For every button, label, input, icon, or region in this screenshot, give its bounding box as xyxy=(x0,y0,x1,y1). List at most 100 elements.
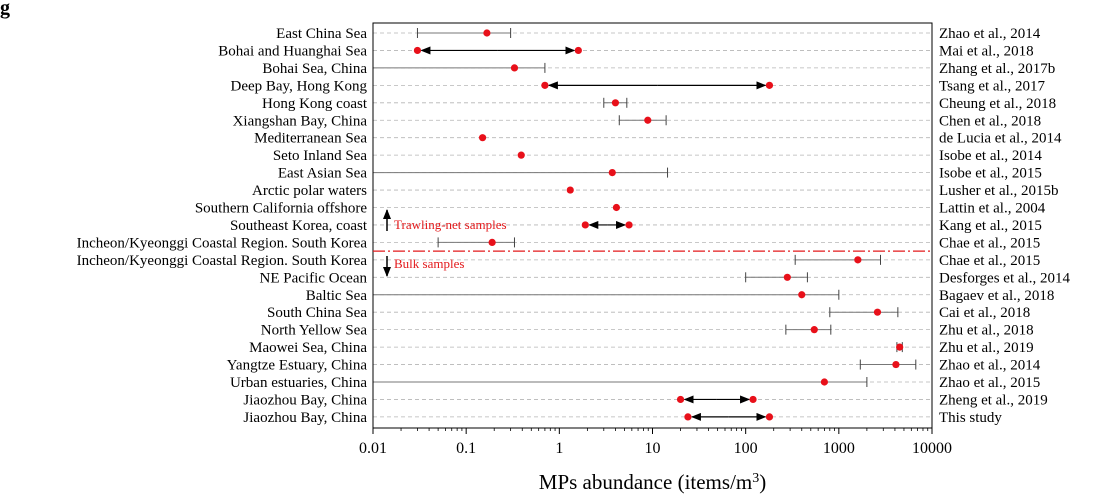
x-tick-label: 10000 xyxy=(912,440,952,457)
data-point xyxy=(676,395,685,404)
row-21: Urban estuaries, China Zhao et al., 2015 xyxy=(230,375,1040,391)
region-label: Southeast Korea, coast xyxy=(230,218,368,234)
annotations: Trawling-net samples Bulk samples xyxy=(383,209,507,277)
row-1: East China Sea Zhao et al., 2014 xyxy=(276,26,1041,42)
region-label: Incheon/Kyeonggi Coastal Region. South K… xyxy=(77,253,368,269)
x-axis-label-main: MPs abundance (items/m xyxy=(539,470,752,494)
data-point xyxy=(608,169,616,177)
reference-label: Cai et al., 2018 xyxy=(939,305,1030,321)
row-20: Yangtze Estuary, China Zhao et al., 2014 xyxy=(227,358,1041,374)
data-point xyxy=(517,151,525,159)
reference-label: de Lucia et al., 2014 xyxy=(939,131,1062,147)
trawling-net-label: Trawling-net samples xyxy=(394,217,507,232)
data-point xyxy=(612,203,621,212)
row-19: Maowei Sea, China Zhu et al., 2019 xyxy=(249,340,1033,356)
data-point xyxy=(541,81,549,89)
region-label: Bohai and Huanghai Sea xyxy=(218,43,367,59)
row-9: East Asian Sea Isobe et al., 2015 xyxy=(278,166,1042,182)
reference-label: Mai et al., 2018 xyxy=(939,43,1034,59)
row-7: Mediterranean Sea de Lucia et al., 2014 xyxy=(254,131,1062,147)
x-axis: 0.01 0.1 1 10 100 1000 10000 xyxy=(359,428,952,457)
reference-label: Kang et al., 2015 xyxy=(939,218,1042,234)
reference-label: Desforges et al., 2014 xyxy=(939,270,1070,286)
region-label: Bohai Sea, China xyxy=(262,61,367,77)
row-8: Seto Inland Sea Isobe et al., 2014 xyxy=(273,148,1043,164)
reference-label: Zhao et al., 2015 xyxy=(939,375,1040,391)
region-label: Baltic Sea xyxy=(306,288,368,304)
reference-label: Isobe et al., 2015 xyxy=(939,166,1042,182)
region-label: Deep Bay, Hong Kong xyxy=(230,78,367,94)
row-4: Deep Bay, Hong Kong Tsang et al., 2017 xyxy=(230,78,1045,94)
data-point xyxy=(478,134,487,142)
x-axis-label-close: ) xyxy=(759,470,766,494)
data-point xyxy=(684,413,692,421)
region-label: Mediterranean Sea xyxy=(254,131,367,147)
region-label: South China Sea xyxy=(267,305,367,321)
row-15: NE Pacific Ocean Desforges et al., 2014 xyxy=(260,270,1071,286)
x-tick-label: 1 xyxy=(555,440,563,457)
data-point xyxy=(483,29,491,37)
data-point xyxy=(896,343,904,351)
reference-label: Chen et al., 2018 xyxy=(939,113,1041,129)
data-point xyxy=(413,46,422,55)
region-label: Urban estuaries, China xyxy=(230,375,367,391)
reference-label: Lusher et al., 2015b xyxy=(939,183,1059,199)
data-point xyxy=(892,360,900,369)
row-11: Southern California offshore Lattin et al… xyxy=(195,201,1046,217)
x-axis-label: MPs abundance (items/m3) xyxy=(539,470,766,494)
reference-label: Zheng et al., 2019 xyxy=(939,392,1048,408)
data-point xyxy=(510,64,519,72)
data-point xyxy=(810,326,818,334)
region-label: Hong Kong coast xyxy=(262,96,368,112)
data-point xyxy=(611,99,620,107)
reference-label: This study xyxy=(939,410,1002,426)
data-point xyxy=(488,238,496,246)
data-point xyxy=(765,81,774,89)
data-point xyxy=(625,221,633,229)
row-12: Southeast Korea, coast Kang et al., 2015 xyxy=(230,218,1042,234)
region-label: East China Sea xyxy=(276,26,367,42)
region-label: Southern California offshore xyxy=(195,201,368,217)
row-17: South China Sea Cai et al., 2018 xyxy=(267,305,1030,321)
row-13: Incheon/Kyeonggi Coastal Region. South K… xyxy=(77,235,1041,251)
reference-label: Zhao et al., 2014 xyxy=(939,358,1041,374)
panel-label: g xyxy=(0,0,10,19)
row-23: Jiaozhou Bay, China This study xyxy=(243,410,1002,426)
reference-label: Zhu et al., 2018 xyxy=(939,323,1034,339)
x-tick-label: 100 xyxy=(734,440,758,457)
region-label: Seto Inland Sea xyxy=(273,148,367,164)
x-tick-label: 10 xyxy=(645,440,661,457)
region-label: Jiaozhou Bay, China xyxy=(243,392,367,408)
row-5: Hong Kong coast Cheung et al., 2018 xyxy=(262,96,1056,112)
data-point xyxy=(749,395,757,404)
region-label: Yangtze Estuary, China xyxy=(227,358,368,374)
region-label: Arctic polar waters xyxy=(252,183,367,199)
bulk-samples-label: Bulk samples xyxy=(394,256,464,271)
x-tick-label: 0.01 xyxy=(359,440,387,457)
reference-label: Tsang et al., 2017 xyxy=(939,78,1046,94)
reference-label: Chae et al., 2015 xyxy=(939,235,1040,251)
row-22: Jiaozhou Bay, China Zheng et al., 2019 xyxy=(243,392,1047,408)
region-label: Incheon/Kyeonggi Coastal Region. South K… xyxy=(77,235,368,251)
x-tick-label: 0.1 xyxy=(456,440,476,457)
reference-label: Chae et al., 2015 xyxy=(939,253,1040,269)
reference-label: Zhu et al., 2019 xyxy=(939,340,1034,356)
data-point xyxy=(783,273,791,281)
region-label: Jiaozhou Bay, China xyxy=(243,410,367,426)
data-point xyxy=(581,221,589,229)
row-18: North Yellow Sea Zhu et al., 2018 xyxy=(261,323,1034,339)
reference-label: Bagaev et al., 2018 xyxy=(939,288,1054,304)
row-2: Bohai and Huanghai Sea Mai et al., 2018 xyxy=(218,43,1033,59)
row-3: Bohai Sea, China Zhang et al., 2017b xyxy=(262,61,1055,77)
data-point xyxy=(854,256,862,264)
x-tick-label: 1000 xyxy=(823,440,855,457)
row-10: Arctic polar waters Lusher et al., 2015b xyxy=(252,183,1059,199)
reference-label: Zhao et al., 2014 xyxy=(939,26,1041,42)
data-point xyxy=(765,413,774,421)
data-point xyxy=(798,291,806,299)
row-6: Xiangshan Bay, China Chen et al., 2018 xyxy=(233,113,1042,129)
region-label: Xiangshan Bay, China xyxy=(233,113,368,129)
data-point xyxy=(574,46,582,55)
